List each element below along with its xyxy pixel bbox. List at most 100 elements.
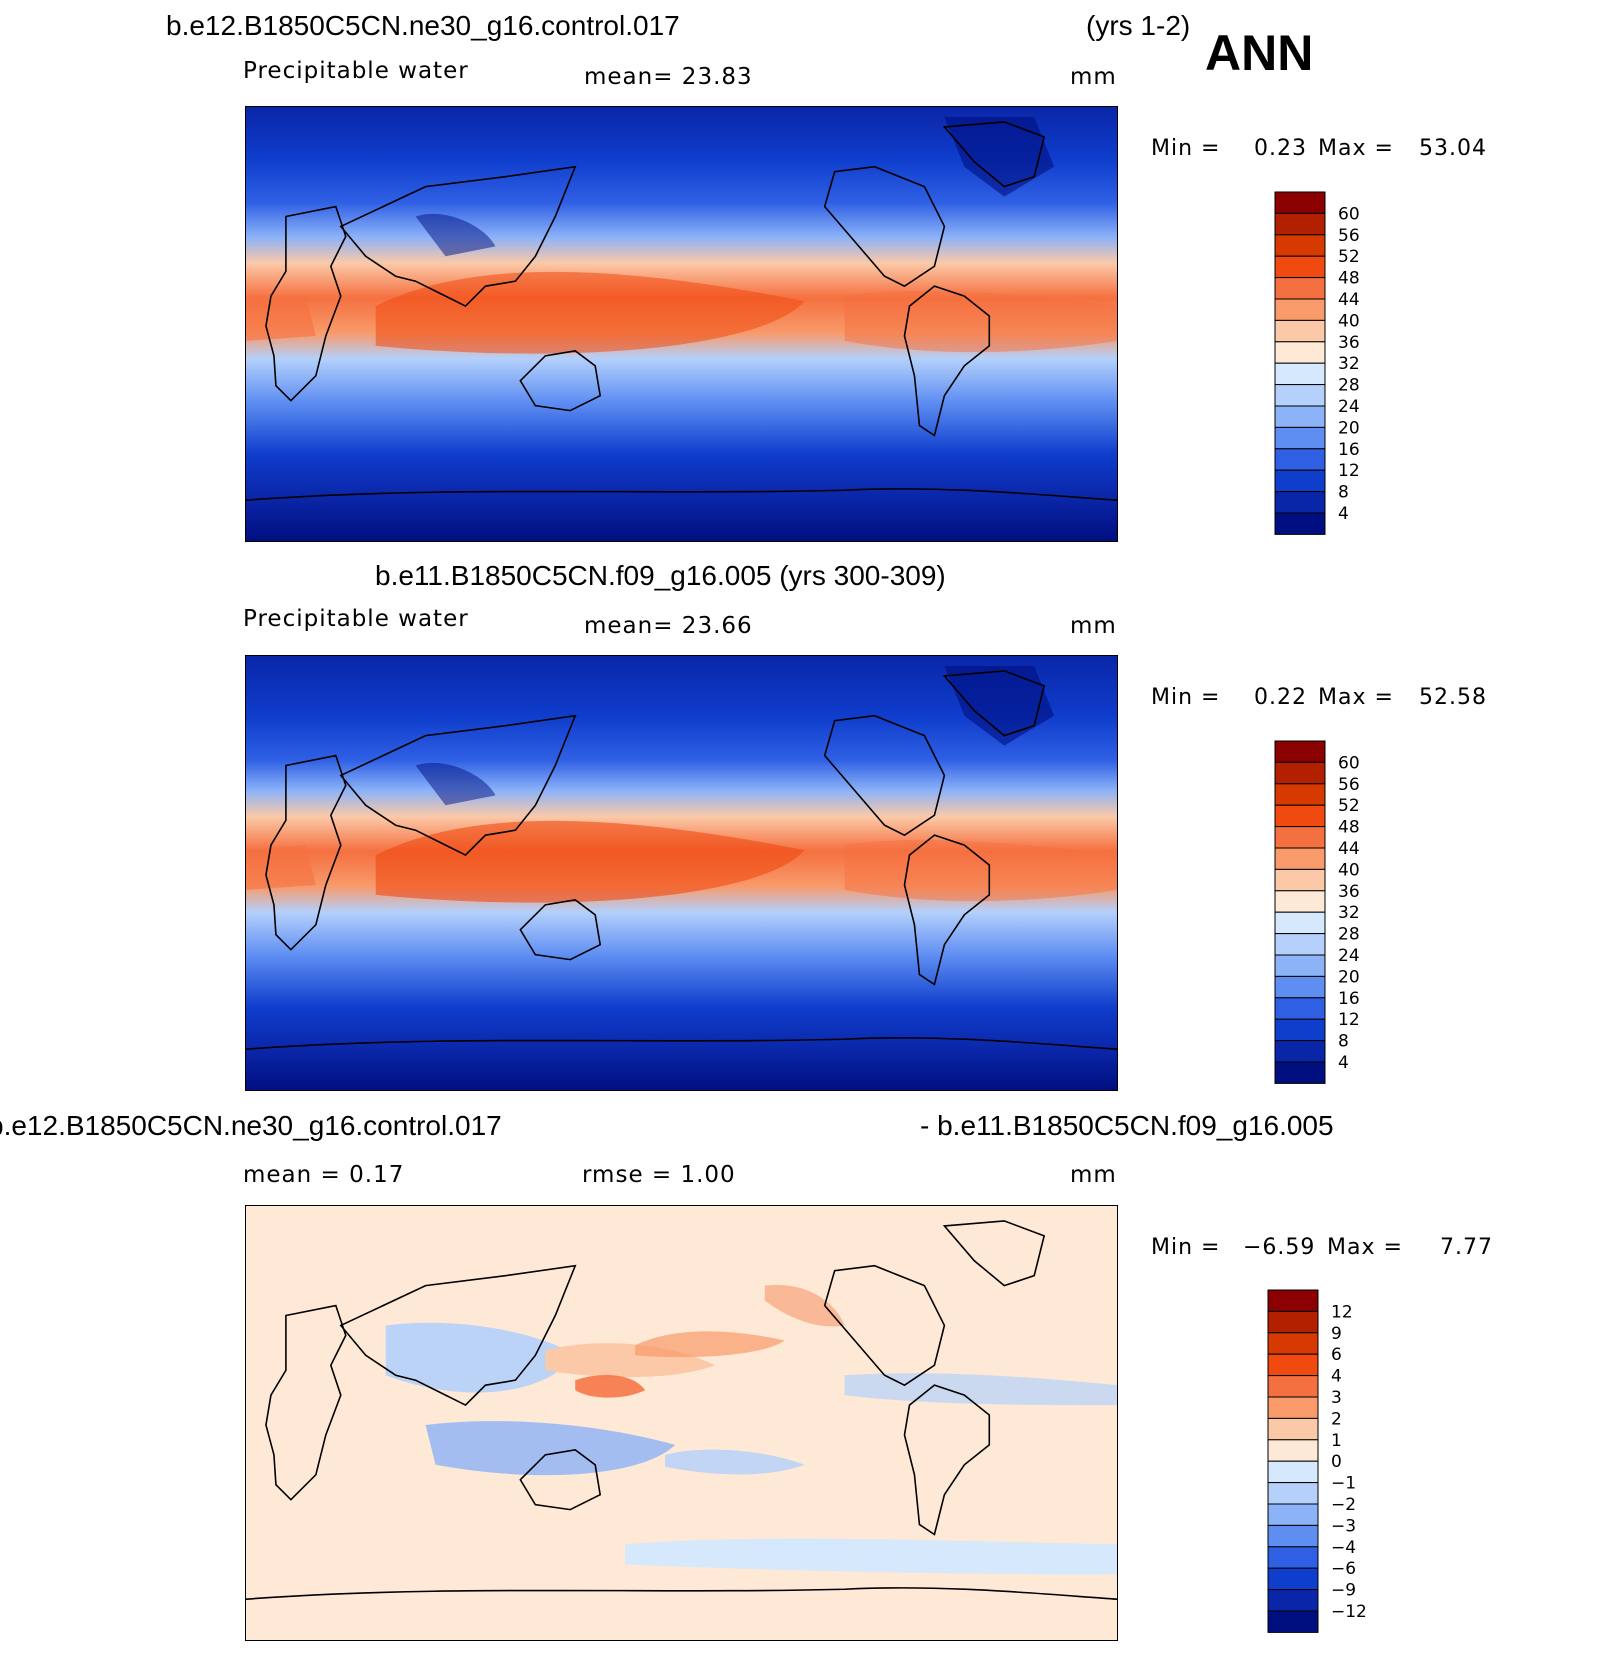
colorbar-tick-label: 4: [1331, 1367, 1342, 1387]
panel3-max-label: Max =: [1327, 1235, 1403, 1260]
colorbar-box: [1274, 911, 1326, 935]
colorbar-tick-label: 24: [1338, 946, 1360, 966]
colorbar-tick-label: 56: [1338, 775, 1360, 795]
panel2-min-value: 0.22: [1254, 685, 1307, 710]
colorbar-box: [1274, 469, 1326, 493]
colorbar-box: [1274, 1018, 1326, 1042]
colorbar-box: [1274, 298, 1326, 321]
colorbar-tick-label: 60: [1338, 204, 1360, 224]
panel1-units: mm: [1070, 64, 1117, 90]
colorbar-box: [1267, 1396, 1319, 1419]
panel1-case-title: b.e12.B1850C5CN.ne30_g16.control.017: [166, 10, 680, 41]
panel1-max-label: Max =: [1318, 136, 1394, 161]
colorbar-tick-label: 56: [1338, 226, 1360, 246]
colorbar-box: [1274, 740, 1326, 763]
panel3-units: mm: [1070, 1162, 1117, 1188]
colorbar-tick-label: 48: [1338, 269, 1360, 289]
colorbar-tick-label: 20: [1338, 967, 1360, 987]
colorbar-box: [1274, 277, 1326, 300]
colorbar-box: [1274, 512, 1326, 535]
colorbar-box: [1267, 1546, 1319, 1569]
colorbar-box: [1274, 255, 1326, 279]
colorbar-box: [1267, 1589, 1319, 1612]
panel2-units: mm: [1070, 613, 1117, 639]
colorbar-box: [1274, 933, 1326, 956]
colorbar-box: [1274, 868, 1326, 892]
colorbar-tick-label: 36: [1338, 333, 1360, 353]
colorbar-tick-label: 9: [1331, 1324, 1342, 1344]
colorbar-box: [1274, 319, 1326, 343]
colorbar-tick-label: 20: [1338, 418, 1360, 438]
colorbar-box: [1267, 1375, 1319, 1398]
colorbar-box: [1274, 448, 1326, 471]
panel3-min-value: −6.59: [1243, 1235, 1316, 1260]
colorbar-box: [1274, 234, 1326, 257]
colorbar-box: [1274, 1040, 1326, 1063]
colorbar-tick-label: 44: [1338, 290, 1360, 310]
colorbar-box: [1274, 890, 1326, 913]
season-label: ANN: [1205, 25, 1314, 81]
panel3-rmse: rmse = 1.00: [582, 1162, 736, 1188]
colorbar-box: [1274, 783, 1326, 806]
panel1-mean: mean= 23.83: [584, 64, 753, 90]
colorbar-tick-label: 4: [1338, 504, 1349, 524]
panel3-map: [245, 1205, 1118, 1641]
colorbar-tick-label: 4: [1338, 1053, 1349, 1073]
colorbar-box: [1274, 975, 1326, 999]
colorbar-tick-label: 36: [1338, 882, 1360, 902]
colorbar-tick-label: 12: [1338, 1010, 1360, 1030]
colorbar-box: [1274, 1061, 1326, 1084]
colorbar-tick-label: −2: [1331, 1495, 1356, 1515]
colorbar-tick-label: 1: [1331, 1431, 1342, 1451]
colorbar-tick-label: 8: [1338, 1032, 1349, 1052]
panel1-variable: Precipitable water: [243, 58, 469, 84]
colorbar-box: [1274, 997, 1326, 1020]
colorbar-tick-label: 8: [1338, 483, 1349, 503]
panel1-years: (yrs 1-2): [1086, 10, 1191, 41]
colorbar-tick-label: 60: [1338, 753, 1360, 773]
colorbar-tick-label: −1: [1331, 1474, 1356, 1494]
panel2-max-value: 52.58: [1419, 685, 1487, 710]
panel1-min-value: 0.23: [1254, 136, 1307, 161]
panel2-case-title: b.e11.B1850C5CN.f09_g16.005 (yrs 300-309…: [375, 560, 946, 591]
colorbar-box: [1267, 1289, 1319, 1312]
colorbar-tick-label: −9: [1331, 1581, 1356, 1601]
colorbar-tick-label: 40: [1338, 311, 1360, 331]
colorbar-box: [1267, 1610, 1319, 1633]
colorbar-tick-label: 52: [1338, 247, 1360, 267]
colorbar-box: [1267, 1332, 1319, 1355]
colorbar-box: [1274, 212, 1326, 236]
colorbar-tick-label: 16: [1338, 440, 1360, 460]
colorbar-tick-label: 40: [1338, 860, 1360, 880]
colorbar-box: [1274, 491, 1326, 514]
colorbar-box: [1274, 954, 1326, 977]
colorbar-tick-label: 0: [1331, 1452, 1342, 1472]
colorbar-box: [1274, 362, 1326, 386]
panel2-map: [245, 655, 1118, 1091]
colorbar-tick-label: −6: [1331, 1559, 1356, 1579]
colorbar-tick-label: 48: [1338, 818, 1360, 838]
panel2-variable: Precipitable water: [243, 606, 469, 632]
colorbar-box: [1267, 1524, 1319, 1548]
colorbar-box: [1274, 761, 1326, 785]
colorbar-tick-label: 32: [1338, 354, 1360, 374]
colorbar-tick-label: 32: [1338, 903, 1360, 923]
colorbar-tick-label: 2: [1331, 1409, 1342, 1429]
panel1-map: [245, 106, 1118, 542]
colorbar-tick-label: 3: [1331, 1388, 1342, 1408]
colorbar-box: [1267, 1460, 1319, 1484]
panel3-case-title-right: - b.e11.B1850C5CN.f09_g16.005: [920, 1110, 1334, 1141]
colorbar-tick-label: 52: [1338, 796, 1360, 816]
colorbar-box: [1267, 1567, 1319, 1591]
panel2-mean: mean= 23.66: [584, 613, 753, 639]
colorbar-tick-label: 28: [1338, 925, 1360, 945]
colorbar-box: [1267, 1503, 1319, 1526]
colorbar-tick-label: 44: [1338, 839, 1360, 859]
colorbar-box: [1267, 1439, 1319, 1462]
panel3-mean: mean = 0.17: [243, 1162, 405, 1188]
colorbar-tick-label: 24: [1338, 397, 1360, 417]
colorbar-tick-label: 12: [1331, 1302, 1353, 1322]
